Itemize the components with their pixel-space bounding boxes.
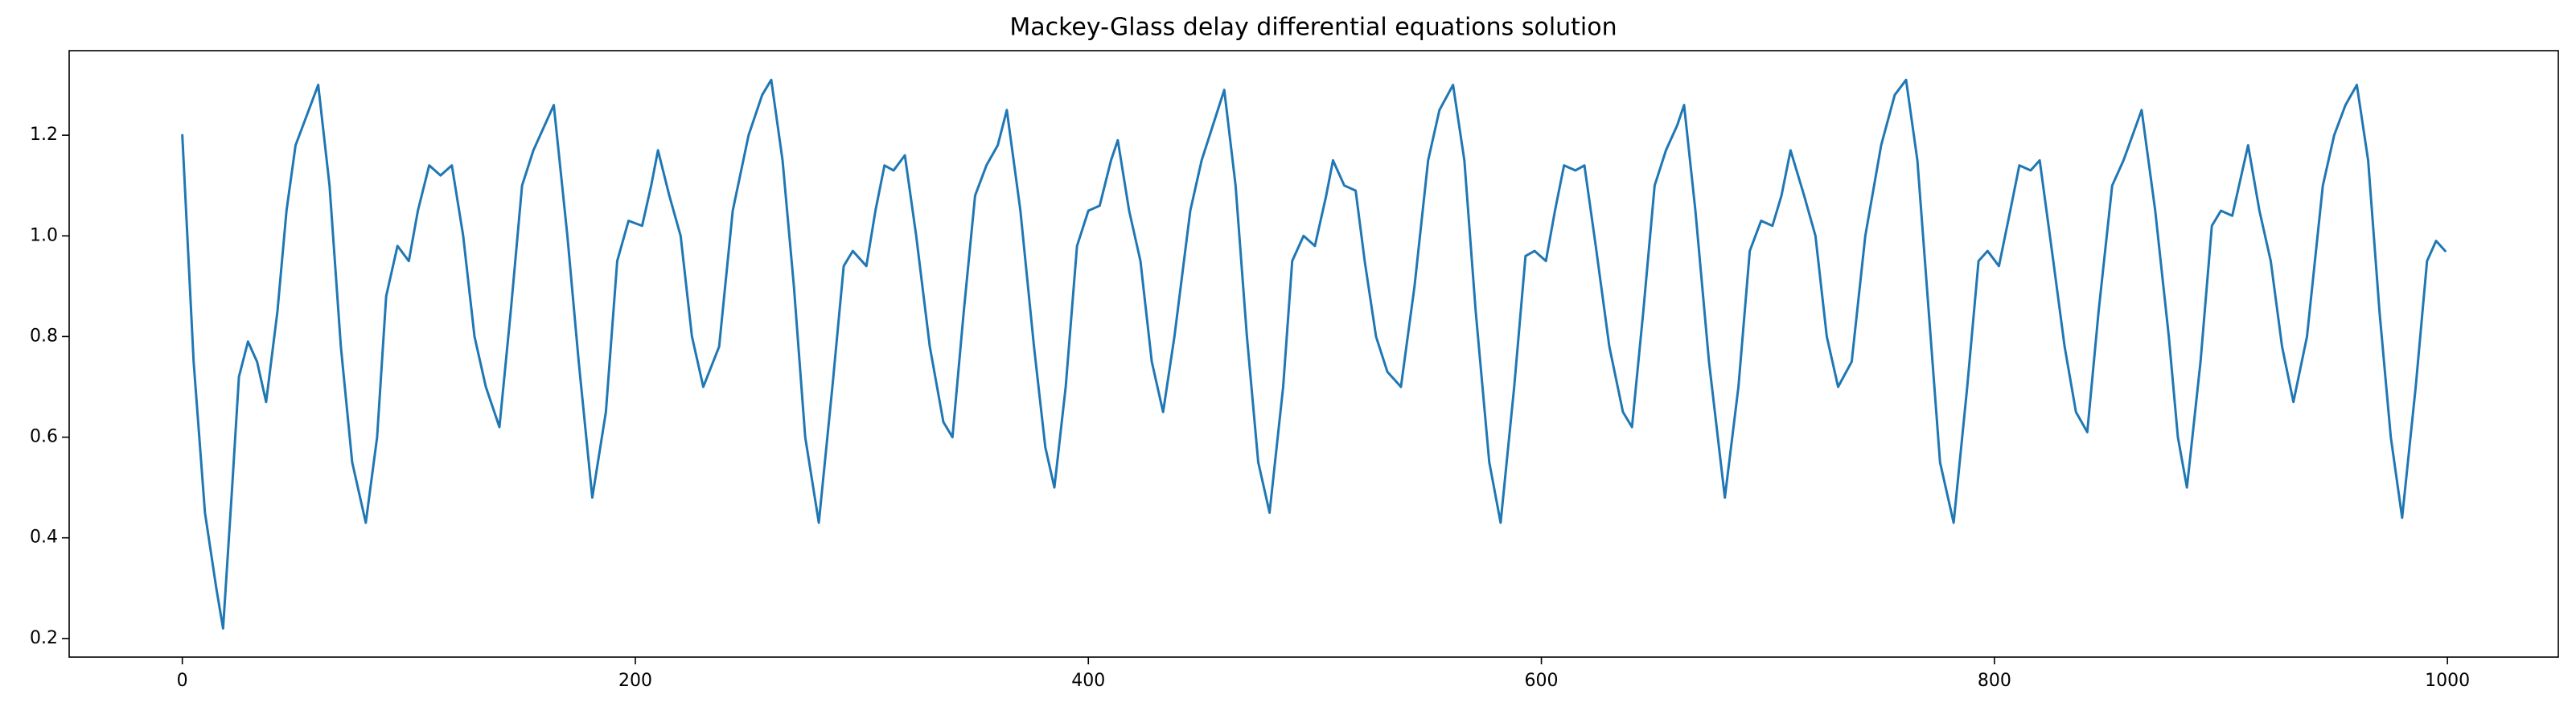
y-tick-label: 1.0: [30, 225, 58, 245]
x-tick-label: 200: [618, 671, 652, 691]
y-tick-label: 1.2: [30, 125, 58, 145]
y-tick-label: 0.8: [30, 326, 58, 346]
y-tick-label: 0.6: [30, 427, 58, 447]
x-tick-label: 800: [1978, 671, 2011, 691]
y-tick-label: 0.2: [30, 628, 58, 648]
chart-title: Mackey-Glass delay differential equation…: [1009, 14, 1617, 42]
x-tick-label: 600: [1525, 671, 1559, 691]
x-tick-label: 0: [177, 671, 188, 691]
x-tick-label: 1000: [2425, 671, 2470, 691]
y-tick-label: 0.4: [30, 528, 58, 548]
x-tick-label: 400: [1071, 671, 1105, 691]
plot-frame: [68, 50, 2559, 658]
data-line: [181, 78, 2447, 630]
